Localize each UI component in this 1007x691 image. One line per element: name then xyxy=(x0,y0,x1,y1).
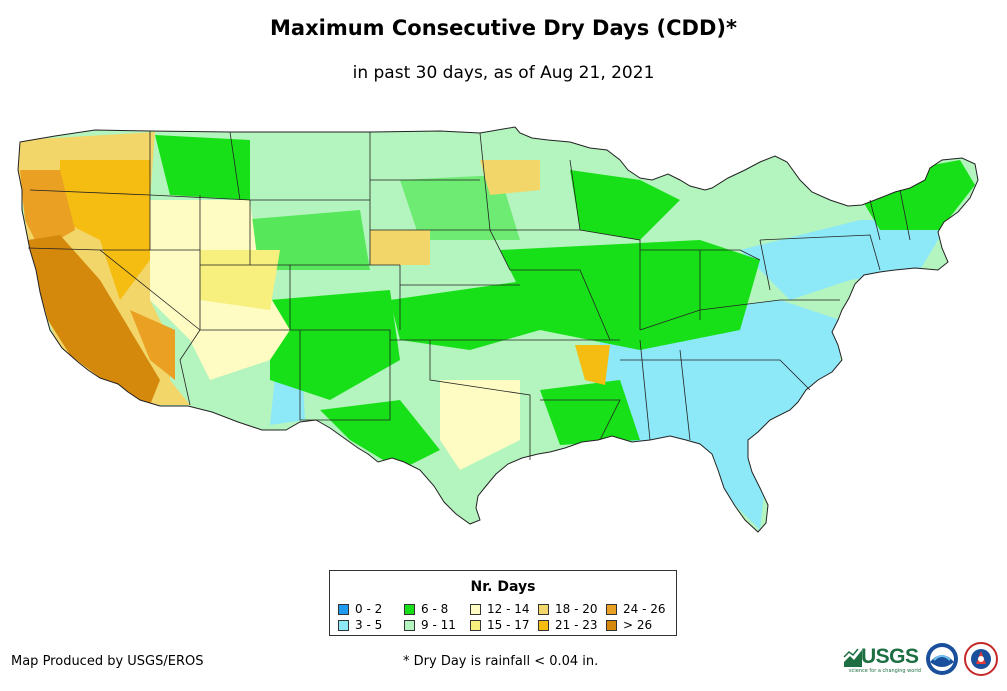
legend-label: 9 - 11 xyxy=(421,618,456,632)
map-subtitle: in past 30 days, as of Aug 21, 2021 xyxy=(352,63,655,83)
legend-swatch xyxy=(338,604,349,615)
legend-label: > 26 xyxy=(623,618,653,632)
usgs-tagline: science for a changing world xyxy=(849,668,921,674)
legend-swatch xyxy=(606,620,617,631)
legend-swatch xyxy=(538,620,549,631)
legend-item: 21 - 23 xyxy=(538,618,598,632)
legend-item: 6 - 8 xyxy=(404,602,448,616)
legend-item: 3 - 5 xyxy=(338,618,382,632)
legend-label: 12 - 14 xyxy=(487,602,530,616)
legend-item: 0 - 2 xyxy=(338,602,382,616)
legend-label: 6 - 8 xyxy=(421,602,449,616)
legend-item: > 26 xyxy=(606,618,652,632)
legend-label: 15 - 17 xyxy=(487,618,530,632)
legend-swatch xyxy=(538,604,549,615)
legend-label: 3 - 5 xyxy=(355,618,383,632)
noaa-logo-icon xyxy=(926,643,958,675)
legend-label: 18 - 20 xyxy=(555,602,598,616)
legend-swatch xyxy=(606,604,617,615)
credit-text: Map Produced by USGS/EROS xyxy=(11,654,204,669)
agency-logos: USGS science for a changing world xyxy=(843,640,1003,680)
legend-label: 21 - 23 xyxy=(555,618,598,632)
nws-logo-icon xyxy=(964,642,998,676)
legend: Nr. Days 0 - 2 3 - 5 6 - 8 9 - 11 12 - 14 15 … xyxy=(329,570,677,636)
legend-item: 24 - 26 xyxy=(606,602,666,616)
usgs-logo-icon xyxy=(843,648,862,667)
footnote-text: * Dry Day is rainfall < 0.04 in. xyxy=(403,654,599,669)
usgs-logo-text: USGS xyxy=(861,645,919,668)
legend-swatch xyxy=(338,620,349,631)
legend-item: 9 - 11 xyxy=(404,618,456,632)
legend-item: 18 - 20 xyxy=(538,602,598,616)
legend-title: Nr. Days xyxy=(470,579,536,595)
legend-swatch xyxy=(470,604,481,615)
legend-swatch xyxy=(470,620,481,631)
legend-swatch xyxy=(404,604,415,615)
legend-item: 12 - 14 xyxy=(470,602,530,616)
legend-item: 15 - 17 xyxy=(470,618,530,632)
map-title: Maximum Consecutive Dry Days (CDD)* xyxy=(270,16,737,40)
legend-label: 0 - 2 xyxy=(355,602,383,616)
legend-label: 24 - 26 xyxy=(623,602,666,616)
legend-swatch xyxy=(404,620,415,631)
